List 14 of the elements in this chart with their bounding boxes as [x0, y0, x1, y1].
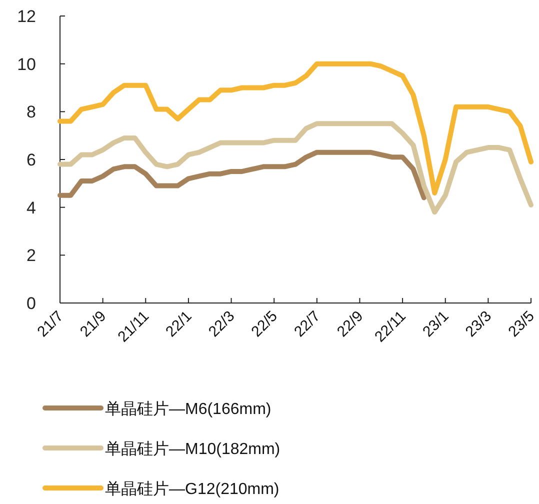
- y-tick-label: 10: [17, 54, 36, 74]
- legend-label: 单晶硅片—G12(210mm): [105, 480, 280, 498]
- y-tick-label: 0: [26, 294, 36, 313]
- y-tick-label: 12: [17, 7, 36, 26]
- x-tick-label: 23/1: [420, 308, 452, 340]
- legend-label: 单晶硅片—M6(166mm): [105, 400, 272, 418]
- y-tick-label: 2: [26, 246, 36, 266]
- x-tick-label: 21/9: [76, 308, 110, 340]
- x-tick-label: 22/9: [334, 308, 367, 340]
- y-tick-label: 4: [26, 198, 36, 218]
- y-tick-label: 8: [26, 102, 36, 122]
- legend-label: 单晶硅片—M10(182mm): [105, 440, 280, 458]
- y-tick-label: 6: [26, 150, 36, 170]
- x-tick-label: 22/1: [162, 308, 196, 340]
